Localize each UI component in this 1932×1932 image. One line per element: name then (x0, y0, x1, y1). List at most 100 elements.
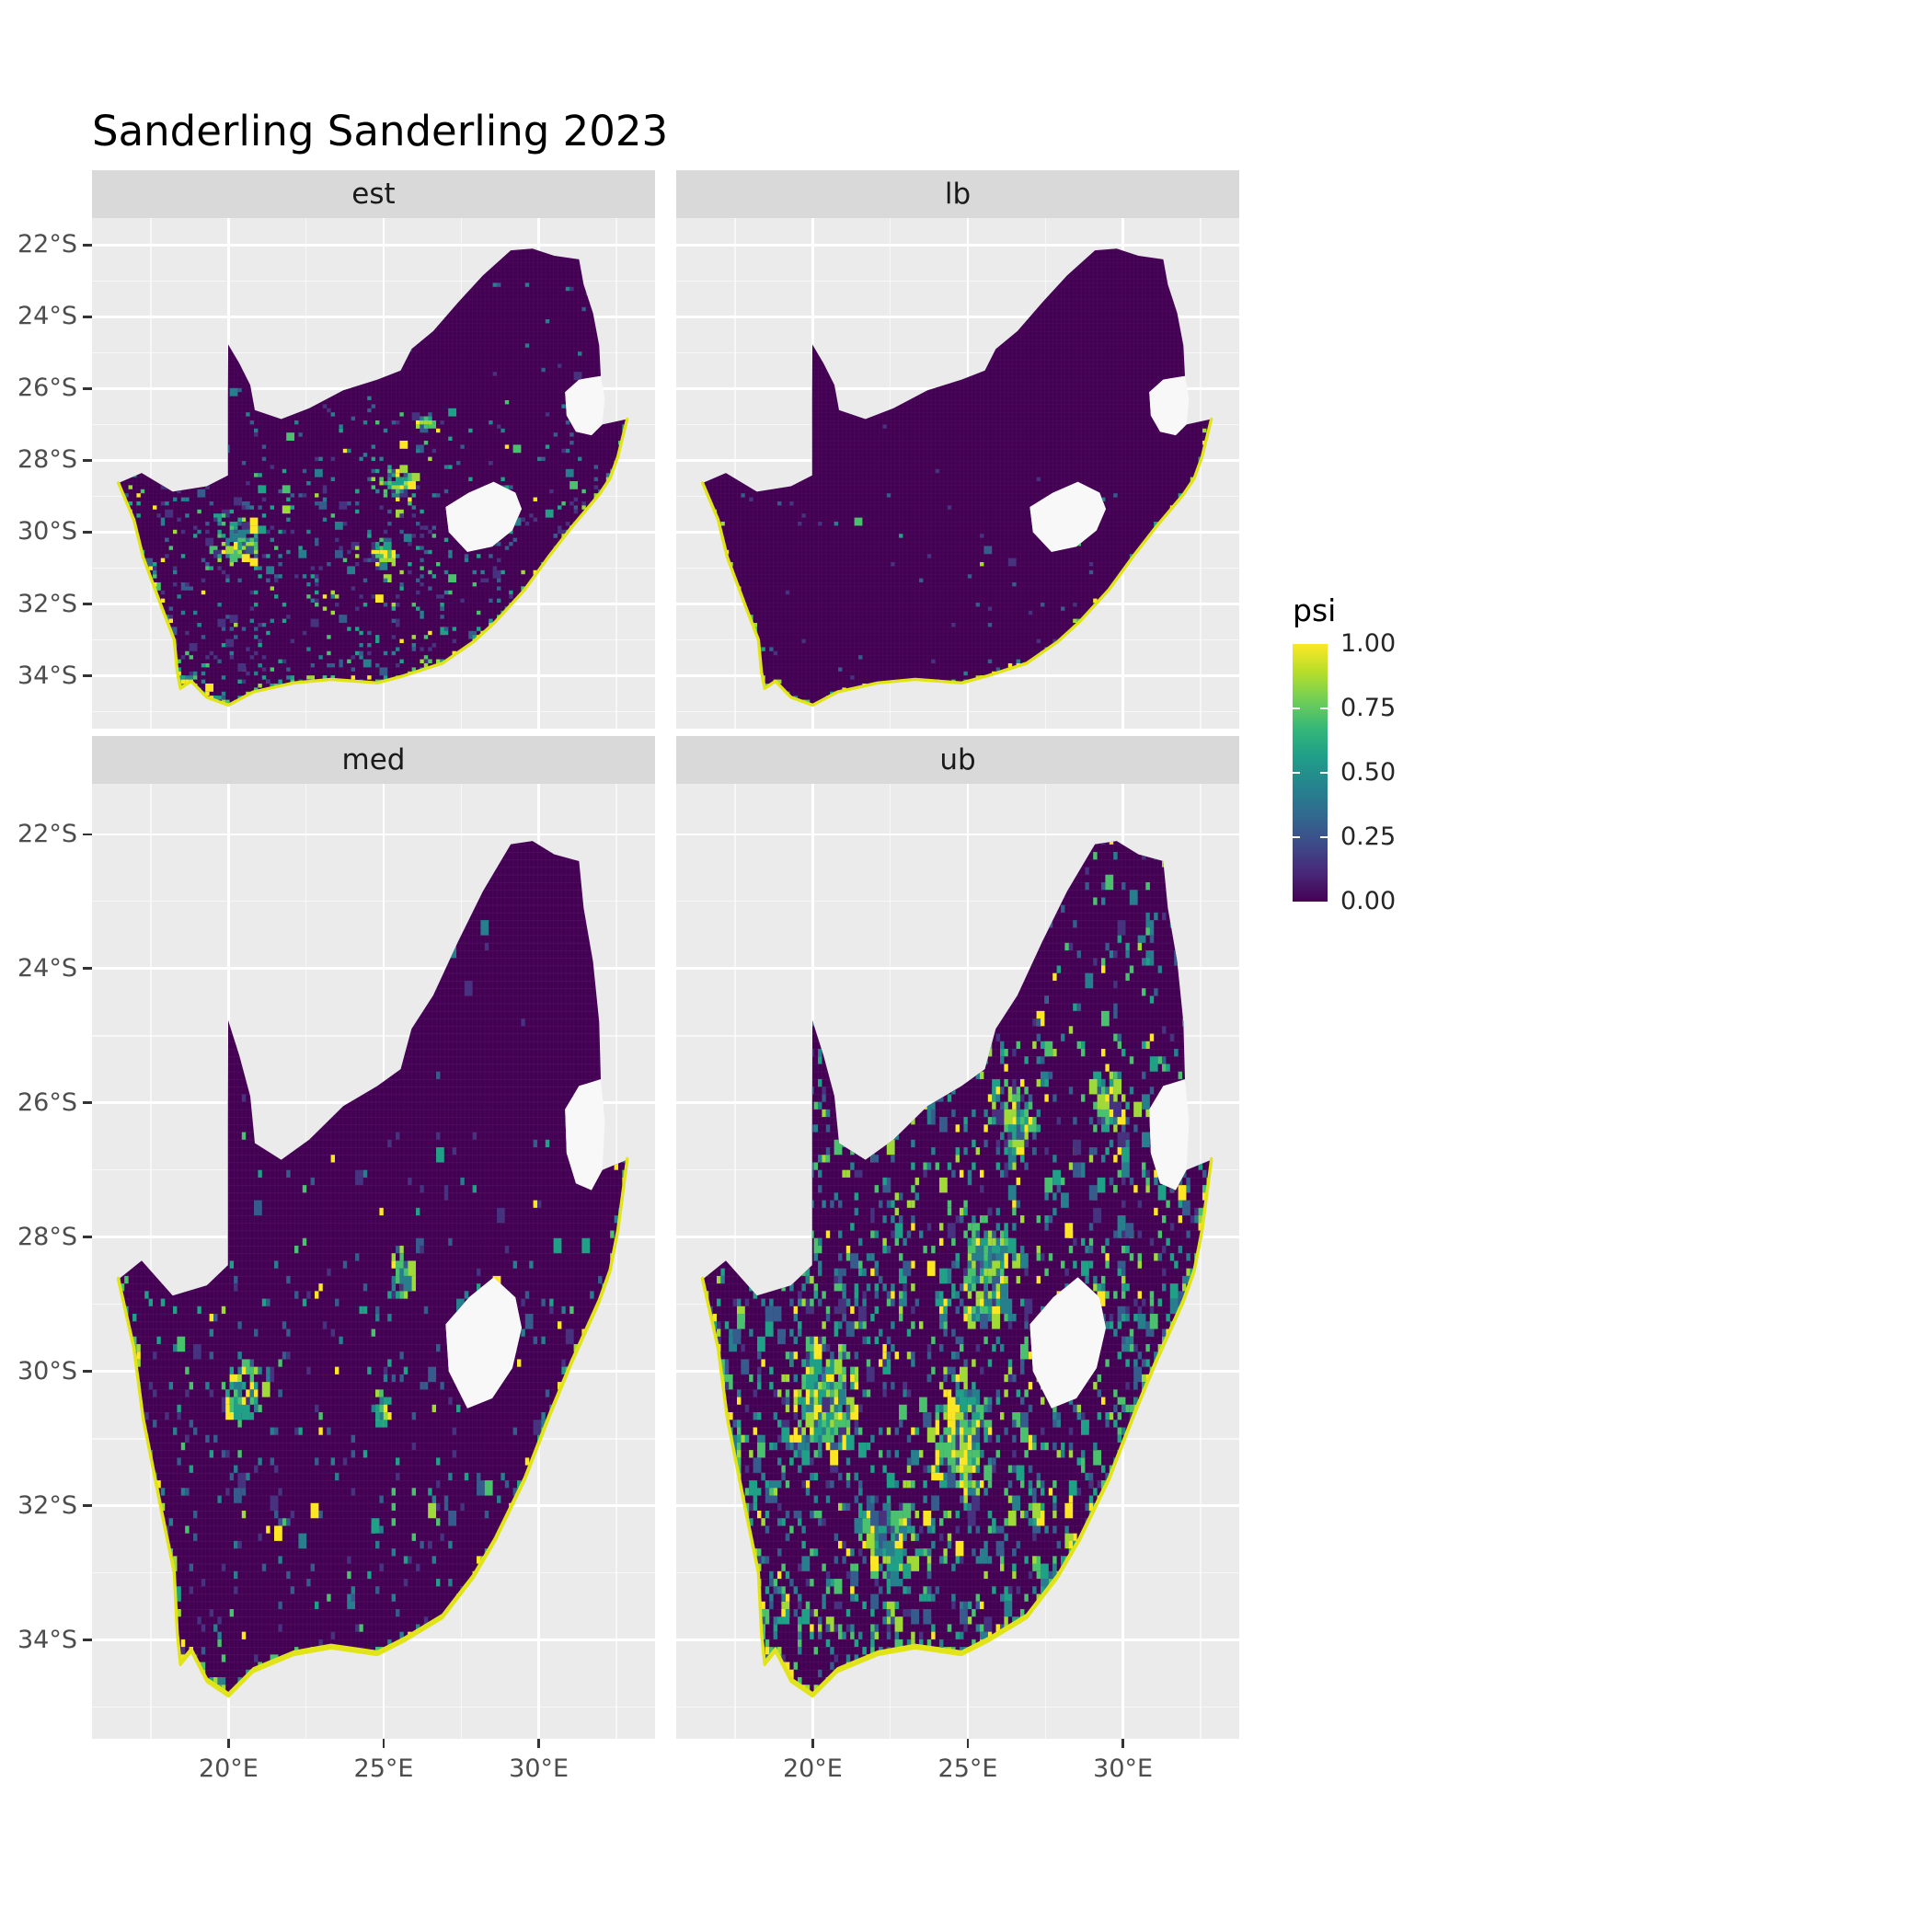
lesotho-hole (445, 1277, 522, 1409)
plot-title: Sanderling Sanderling 2023 (92, 107, 669, 155)
gridline-horizontal (676, 711, 1239, 713)
gridline-horizontal (676, 833, 1239, 836)
gridline-vertical (150, 218, 152, 729)
legend-tick-label: 0.00 (1340, 887, 1397, 915)
x-tick-label: 30°E (1093, 1754, 1154, 1783)
gridline-horizontal (676, 280, 1239, 282)
facet-strip-label: med (341, 743, 406, 776)
y-tick-mark (83, 387, 92, 390)
south-africa-map-est (117, 248, 629, 707)
gridline-horizontal (676, 901, 1239, 903)
colorbar-tick (1293, 771, 1300, 775)
y-tick-label: 26°S (17, 374, 77, 403)
x-tick-label: 20°E (198, 1754, 259, 1783)
facet-strip-ub: ub (676, 736, 1239, 784)
gridline-vertical (734, 784, 736, 1739)
facet-panel-ub (676, 784, 1239, 1739)
y-tick-mark (83, 1236, 92, 1238)
south-africa-map-ub (701, 841, 1213, 1698)
y-tick-label: 28°S (17, 445, 77, 475)
y-tick-label: 30°S (17, 517, 77, 546)
gridline-horizontal (92, 316, 655, 318)
y-tick-mark (83, 1504, 92, 1507)
facet-panel-lb (676, 218, 1239, 729)
legend-colorbar (1293, 644, 1328, 902)
lesotho-hole (1029, 1277, 1106, 1409)
y-tick-label: 32°S (17, 589, 77, 618)
legend-tick-label: 1.00 (1340, 629, 1397, 658)
gridline-horizontal (676, 967, 1239, 971)
gridline-horizontal (676, 1707, 1239, 1708)
y-tick-label: 28°S (17, 1222, 77, 1251)
facet-strip-label: est (351, 178, 396, 211)
facet-strip-label: ub (939, 743, 976, 776)
gridline-horizontal (92, 1035, 655, 1037)
gridline-horizontal (676, 316, 1239, 318)
gridline-horizontal (92, 833, 655, 836)
colorbar-tick (1293, 835, 1300, 839)
coastal-high-psi-fringe (701, 417, 1213, 707)
colorbar-tick (1320, 707, 1328, 710)
facet-panel-med (92, 784, 655, 1739)
y-tick-mark (83, 674, 92, 677)
y-tick-mark (83, 316, 92, 318)
colorbar-tick (1320, 771, 1328, 775)
y-tick-label: 30°S (17, 1356, 77, 1386)
y-tick-label: 34°S (17, 661, 77, 690)
y-tick-mark (83, 967, 92, 971)
coastal-high-psi-fringe (701, 1156, 1213, 1698)
y-tick-label: 24°S (17, 302, 77, 331)
legend-title: psi (1293, 592, 1337, 628)
gridline-vertical (615, 784, 617, 1739)
coastal-high-psi-fringe (117, 417, 629, 707)
lesotho-hole (1029, 481, 1106, 552)
gridline-horizontal (92, 1707, 655, 1708)
facet-strip-med: med (92, 736, 655, 784)
south-africa-map-med (117, 841, 629, 1698)
x-tick-mark (811, 1739, 814, 1748)
eswatini-notch (565, 375, 605, 436)
eswatini-notch (1149, 1079, 1190, 1190)
facet-strip-lb: lb (676, 170, 1239, 218)
gridline-vertical (1200, 784, 1202, 1739)
x-tick-mark (382, 1739, 385, 1748)
south-africa-map-lb (701, 248, 1213, 707)
gridline-vertical (615, 218, 617, 729)
y-tick-label: 24°S (17, 953, 77, 983)
gridline-horizontal (92, 901, 655, 903)
gridline-horizontal (92, 244, 655, 247)
gridline-vertical (1200, 218, 1202, 729)
x-tick-mark (1121, 1739, 1124, 1748)
y-tick-mark (83, 603, 92, 605)
gridline-horizontal (92, 351, 655, 354)
eswatini-notch (565, 1079, 605, 1190)
y-tick-mark (83, 244, 92, 247)
gridline-horizontal (676, 244, 1239, 247)
lesotho-hole (445, 481, 522, 552)
gridline-horizontal (92, 967, 655, 971)
legend-tick-label: 0.75 (1340, 694, 1397, 722)
gridline-horizontal (92, 280, 655, 282)
colorbar-tick (1293, 707, 1300, 710)
x-tick-mark (966, 1739, 970, 1748)
gridline-horizontal (676, 351, 1239, 354)
gridline-horizontal (676, 1035, 1239, 1037)
y-tick-label: 22°S (17, 819, 77, 848)
y-tick-mark (83, 459, 92, 462)
y-tick-mark (83, 1370, 92, 1373)
gridline-horizontal (92, 711, 655, 713)
y-tick-mark (83, 531, 92, 534)
y-tick-label: 32°S (17, 1490, 77, 1520)
x-tick-label: 25°E (353, 1754, 414, 1783)
facet-panel-est (92, 218, 655, 729)
legend-tick-label: 0.25 (1340, 822, 1397, 851)
legend-tick-label: 0.50 (1340, 758, 1397, 787)
facet-strip-est: est (92, 170, 655, 218)
y-tick-mark (83, 1639, 92, 1641)
x-tick-label: 30°E (509, 1754, 569, 1783)
x-tick-mark (537, 1739, 540, 1748)
gridline-vertical (150, 784, 152, 1739)
eswatini-notch (1149, 375, 1190, 436)
gridline-vertical (734, 218, 736, 729)
